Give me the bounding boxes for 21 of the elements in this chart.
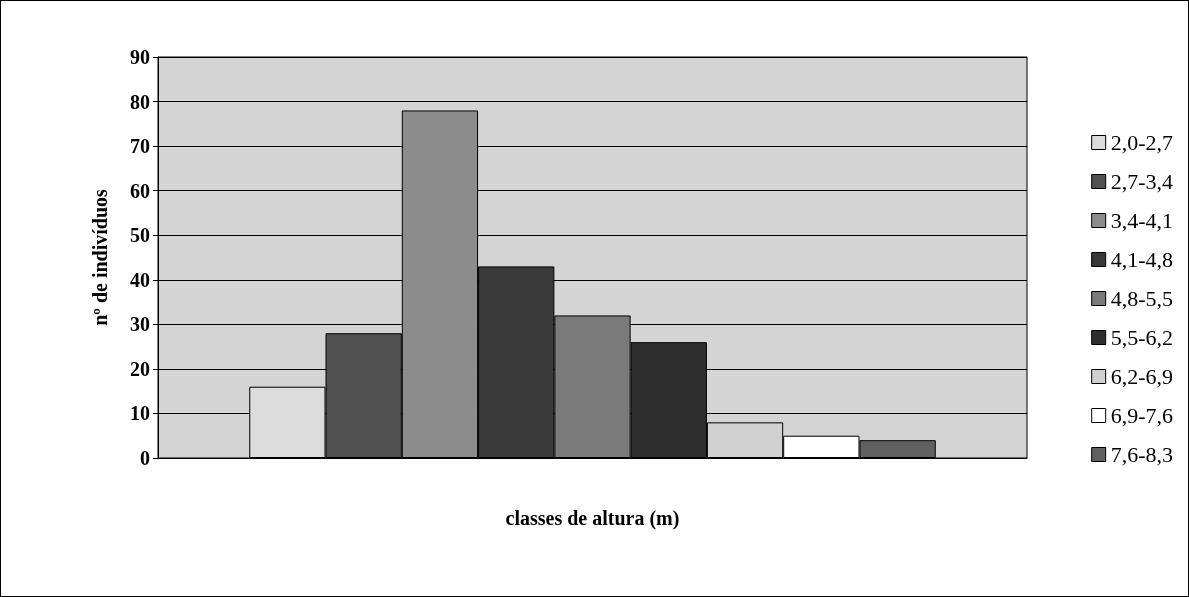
legend-label: 5,5-6,2 [1110,325,1173,350]
y-tick-label: 10 [130,402,150,425]
y-tick-label: 0 [140,447,150,469]
y-axis-title: nº de indivíduos [89,188,111,326]
legend-label: 3,4-4,1 [1110,208,1173,233]
y-tick-label: 30 [130,313,150,336]
y-tick-label: 20 [130,357,150,380]
legend-label: 4,8-5,5 [1110,286,1173,311]
y-tick-label: 70 [130,135,150,158]
x-axis-title: classes de altura (m) [505,507,680,530]
y-tick-label: 40 [130,268,150,291]
y-tick-label: 80 [130,90,150,113]
legend-label: 6,9-7,6 [1110,403,1173,428]
legend-label: 6,2-6,9 [1110,364,1173,389]
legend-label: 2,0-2,7 [1110,130,1173,155]
y-tick-label: 60 [130,179,150,202]
legend-label: 2,7-3,4 [1110,169,1173,194]
y-tick-label: 90 [130,46,150,68]
legend-label: 7,6-8,3 [1110,442,1173,467]
legend-label: 4,1-4,8 [1110,247,1173,272]
y-tick-label: 50 [130,224,150,247]
